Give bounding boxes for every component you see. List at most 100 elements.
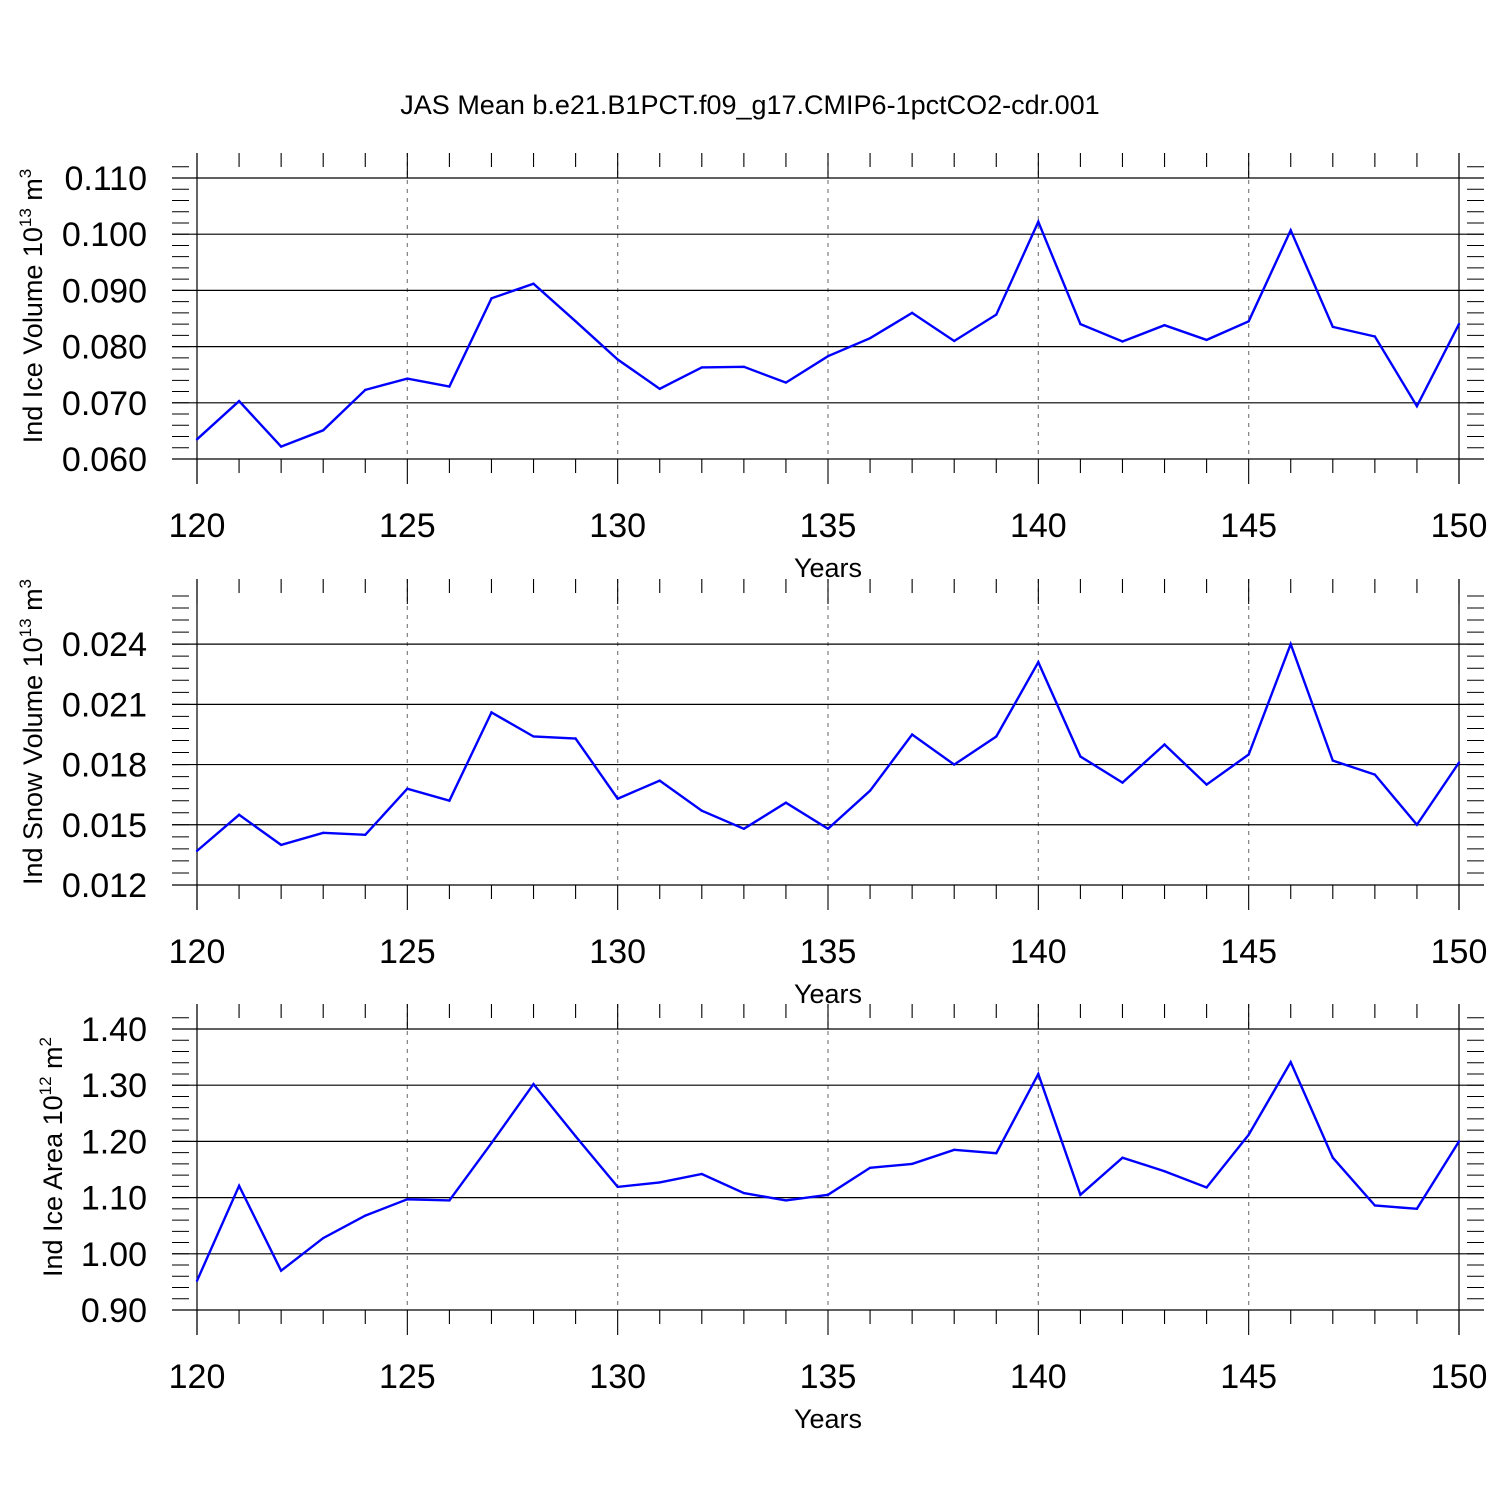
x-tick-label: 130 [589,933,646,971]
data-point [1457,761,1461,764]
data-point [1415,404,1419,408]
data-point [1163,743,1166,746]
y-tick-label: 1.00 [81,1236,147,1274]
data-point [826,1193,830,1196]
y-tick-label: 0.060 [62,441,147,479]
data-point [910,733,914,736]
data-point [700,366,703,369]
data-point [1331,325,1335,329]
data-point [490,711,493,714]
data-point [742,827,746,830]
y-axis-title-sup: 13 [16,208,35,227]
x-tick-label: 135 [800,1358,857,1396]
data-point [322,429,325,432]
x-tick-label: 120 [169,1358,226,1396]
data-point [1331,1156,1335,1159]
data-point [826,827,830,830]
data-point [1037,220,1040,224]
y-axis-title-sup: 13 [16,618,35,637]
data-point [1205,338,1208,342]
data-point [1037,1072,1040,1076]
x-tick-label: 130 [589,1358,646,1396]
y-tick-label: 0.021 [62,686,147,724]
y-axis-title-unit-sup: 3 [16,579,35,588]
x-tick-label: 140 [1010,933,1067,971]
data-point [1289,1060,1292,1064]
y-tick-label: 1.30 [81,1067,147,1105]
data-point [1331,759,1335,762]
data-point [195,849,199,853]
panel-2: 120 125 130 135 140 145 150 0.012 0.015 0.018 0.02… [16,579,1487,1009]
y-tick-label: 0.015 [62,807,147,845]
data-point [237,1184,241,1187]
y-tick-label: 0.070 [62,385,147,423]
y-tick-label: 0.024 [62,626,147,664]
data-point [1079,755,1082,758]
y-tick-label: 0.080 [62,329,147,367]
data-point [868,336,872,340]
data-point [574,737,577,740]
data-point [490,1141,493,1145]
data-point [279,445,283,448]
data-point [742,1191,746,1195]
data-point [953,763,956,766]
data-point [574,1135,577,1138]
data-point [322,1236,325,1240]
data-point [616,1185,619,1189]
data-point [448,799,451,802]
data-point [574,320,577,323]
data-point [322,831,325,835]
data-point [406,377,409,380]
data-point [616,797,619,800]
data-point [279,1269,283,1272]
data-point [953,1148,956,1152]
panel-1: 120 125 130 135 140 145 150 0.060 0.070 0.080 0.09… [16,153,1487,583]
y-axis-title: Ind Ice Area 1012 m2 [36,1037,68,1277]
data-point [406,787,409,790]
y-tick-label: 0.100 [62,216,147,254]
x-tick-label: 150 [1431,507,1488,545]
data-point [279,843,283,847]
y-axis-title-main: Ind Ice Area 10 [38,1095,68,1277]
x-tick-label: 140 [1010,1358,1067,1396]
data-point [658,779,661,782]
data-point [1457,322,1461,326]
data-point [1373,773,1377,776]
data-point [1247,1133,1250,1136]
data-point [237,399,241,403]
data-point [742,365,746,369]
data-point [195,438,199,441]
x-tick-label: 135 [800,507,857,545]
data-point [910,311,914,315]
data-point [1121,781,1124,784]
data-point [700,1172,703,1176]
data-point [1205,783,1208,786]
data-point [1163,1169,1166,1173]
x-tick-label: 145 [1220,1358,1277,1396]
data-point [1289,642,1292,646]
y-axis-title-unit: m [18,178,48,208]
data-point [1121,340,1124,343]
y-axis-title: Ind Snow Volume 1013 m3 [16,579,48,885]
data-point [1373,335,1377,338]
x-tick-label: 125 [379,507,436,545]
data-point [995,313,998,316]
data-point [826,354,830,358]
data-point [700,809,703,812]
y-tick-label: 0.012 [62,867,147,905]
y-axis-title: Ind Ice Volume 1013 m3 [16,169,48,444]
figure-title: JAS Mean b.e21.B1PCT.f09_g17.CMIP6-1pctC… [400,90,1099,120]
x-tick-label: 135 [800,933,857,971]
data-point [448,385,451,388]
data-point [1079,322,1082,326]
y-tick-label: 1.40 [81,1011,147,1049]
y-axis-title-unit: m [18,588,48,618]
data-point [658,1181,661,1184]
x-tick-label: 145 [1220,507,1277,545]
y-axis-title-sup: 12 [36,1076,55,1095]
data-point [1121,1156,1124,1159]
x-tick-label: 140 [1010,507,1067,545]
x-tick-label: 150 [1431,933,1488,971]
y-axis-title-unit: m [38,1046,68,1076]
